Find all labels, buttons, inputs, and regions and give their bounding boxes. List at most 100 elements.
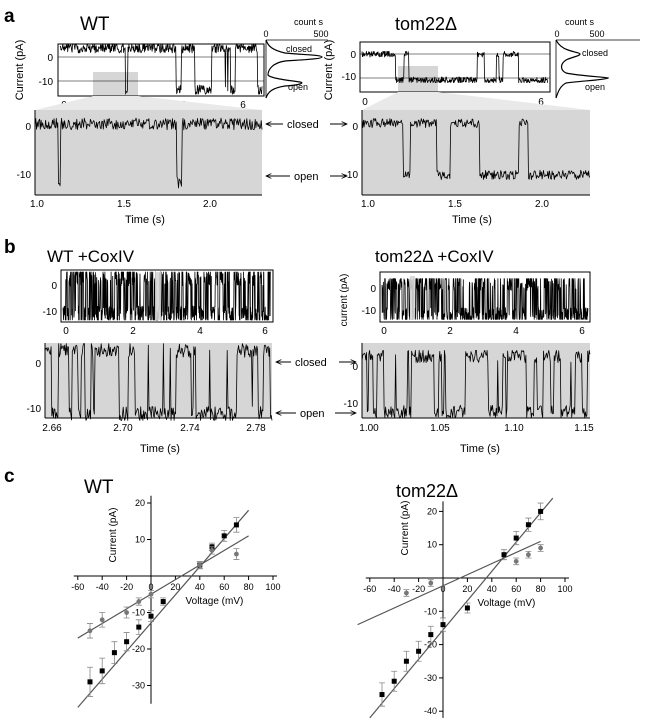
panel-b-wt-top-xtick: 6 [262,326,268,337]
panel-b-wt-top-frame [60,269,274,323]
current-trace-line [62,271,272,321]
iv-data-point [379,692,385,698]
iv-data-point [391,678,397,684]
panel-b-wt-title: WT +CoxIV [47,247,135,266]
panel-a-wt-top-frame [57,43,265,97]
panel-a-wt-title: WT [80,14,110,35]
panel-b-wt-zoom-bg [45,343,272,418]
panel-b-wt-zoom-ytick: -10 [27,404,42,415]
panel-a-tom22-zoom-connector [362,92,590,110]
panel-a-tom22-hist-tick: 500 [589,29,604,39]
iv-y-tick-label: -40 [424,706,437,716]
iv-y-tick-label: 20 [135,498,145,508]
iv-x-axis-label: Voltage (mV) [186,596,244,607]
panel-a-tom22-top-xtick: 0 [362,97,368,108]
iv-x-tick-label: -60 [71,582,84,592]
iv-data-point [136,599,142,604]
panel-b-wt-zoom-trace [44,343,273,421]
panel-a-wt-zoom-connector [35,96,262,110]
panel-b-wt-top-ytick: 0 [51,281,57,292]
panel-a-tom22-zoom-xtick: 1.5 [448,199,462,210]
iv-data-point [234,551,239,557]
panel-b-closed-label: closed [295,357,327,369]
iv-fit-line [77,509,250,708]
panel-label-c: c [4,466,15,487]
current-trace-line [34,117,263,189]
iv-data-point [233,522,239,528]
iv-x-tick-label: -60 [363,584,376,594]
iv-data-point [136,624,142,630]
iv-data-point [513,558,519,564]
panel-b-tom22-top-ytick: 0 [370,284,376,295]
panel-b-tom22-zoom-xtick: 1.15 [574,423,594,434]
panel-a-wt-zoom-ytick: -10 [17,170,32,181]
iv-x-tick-label: 0 [148,582,153,592]
iv-y-tick-label: -30 [424,673,437,683]
iv-data-point [148,613,154,619]
iv-data-point [99,617,105,623]
panel-b-tom22-zoom-xtick: 1.10 [504,423,524,434]
panel-a-tom22-top-ytick: 0 [350,50,356,61]
panel-a-tom22-zoom-bg [362,110,590,195]
iv-y-tick-label: -10 [132,608,145,618]
panel-a-wt-ylabel: Current (pA) [14,40,26,101]
panel-a-tom22-xlabel: Time (s) [452,214,492,226]
panel-b-tom22-zoom-xtick: 1.05 [430,423,450,434]
iv-x-tick-label: 60 [219,582,229,592]
current-trace-line [381,278,589,320]
panel-b-wt-zoom-xtick: 2.74 [180,423,200,434]
iv-x-tick-label: -20 [412,584,425,594]
panel-a-tom22-title: tom22Δ [395,14,457,34]
panel-b-wt-xlabel: Time (s) [140,443,180,455]
panel-b-tom22-top-xtick: 4 [513,326,519,337]
panel-a-tom22-ylabel: Current (pA) [323,40,335,101]
iv-data-point [404,590,409,596]
panel-a-wt-hist-title: count s [294,17,324,27]
panel-a-wt-top-ytick: -10 [39,77,54,88]
iv-x-tick-label: 100 [265,582,280,592]
panel-b-tom22-xlabel: Time (s) [460,443,500,455]
iv-data-point [513,535,519,541]
panel-a-tom22-zoom-trace [361,118,591,181]
iv-data-point [160,599,166,605]
iv-data-point [111,650,117,656]
iv-y-axis-label: Current (pA) [400,500,411,555]
iv-y-tick-label: 10 [135,535,145,545]
panel-a-wt-top-highlight [93,72,138,96]
panel-a-wt-hist-tick: 0 [263,29,268,39]
iv-data-point [87,679,93,685]
iv-data-point [221,533,227,539]
current-trace-line [361,51,549,83]
iv-data-point [538,508,544,514]
panel-a-wt-top-trace [59,43,263,95]
iv-fit-line [369,497,554,719]
iv-data-point [99,668,105,674]
panel-b-wt-top-highlight [155,272,161,320]
panel-b-wt-zoom-xtick: 2.78 [246,423,266,434]
panel-c-wt-iv-plot: -60 -40 -20 0 20 40 60 80 100 -30 -20 -10 10 20 Voltag… [71,495,281,708]
iv-x-tick-label: 60 [511,584,521,594]
panel-a-tom22-hist-label: open [585,82,605,92]
current-trace-line [59,43,263,95]
panel-a-wt-zoom-trace [34,117,263,189]
panel-a-wt-hist-label: open [288,82,308,92]
iv-data-point [440,622,446,628]
iv-data-point [197,562,203,568]
panel-a-wt-zoom-xtick: 1.0 [30,199,44,210]
iv-y-tick-label: -20 [132,644,145,654]
panel-b-tom22-zoom-xtick: 1.00 [359,423,379,434]
panel-c-wt-title: WT [84,477,114,498]
iv-fit-line [77,535,249,639]
panel-a-tom22-top-ytick: -10 [342,72,357,83]
iv-data-point [209,548,215,553]
panel-b-wt-top-xtick: 4 [197,326,203,337]
panel-a-tom22-zoom-ytick: -10 [344,170,359,181]
panel-a-wt-zoom-ytick: 0 [25,122,31,133]
panel-label-b: b [4,237,16,258]
panel-a-tom22-hist-title: count s [565,17,595,27]
panel-a-wt-top-xtick: 6 [240,100,246,111]
iv-y-tick-label: 20 [427,506,437,516]
panel-a-tom22-histogram [555,39,610,99]
panel-b-wt-zoom-xtick: 2.66 [42,423,62,434]
panel-a-tom22-top-frame [359,41,551,93]
